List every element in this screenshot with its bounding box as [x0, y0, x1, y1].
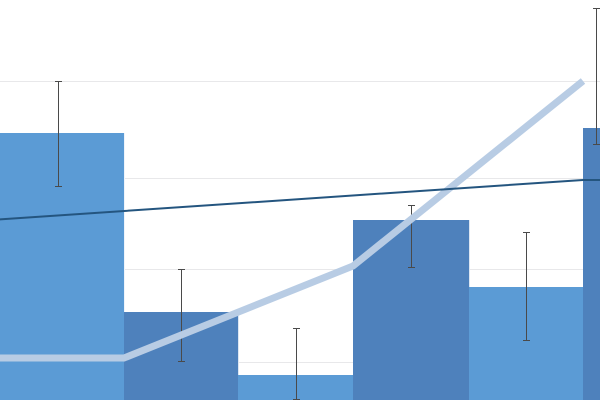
bar[interactable] [583, 128, 600, 400]
gridline-1 [0, 178, 600, 179]
gridline-0 [0, 81, 600, 82]
gridline-3 [0, 362, 600, 363]
trend-line[interactable] [0, 179, 600, 221]
error-bar [593, 8, 600, 145]
error-bar [55, 81, 62, 187]
error-bar [178, 269, 185, 362]
gridline-2 [0, 269, 600, 270]
error-bar [408, 205, 415, 268]
error-bar [523, 232, 530, 341]
trend-line[interactable] [0, 78, 586, 362]
